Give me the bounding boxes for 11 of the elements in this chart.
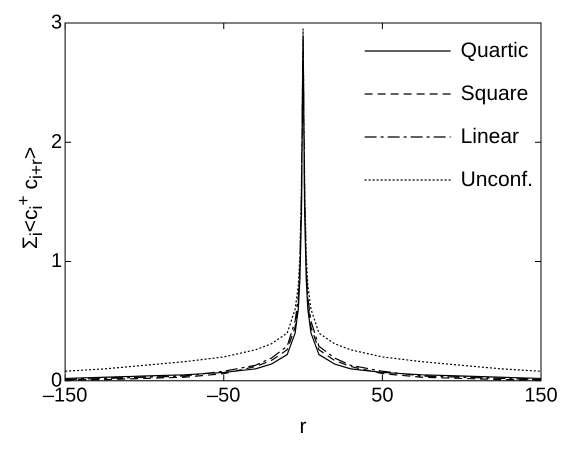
x-axis-title: r (300, 415, 307, 438)
legend-label: Square (460, 82, 528, 105)
y-tick-label: 3 (51, 12, 62, 34)
legend-label: Quartic (460, 38, 528, 62)
y-tick-label: 2 (51, 130, 62, 153)
legend-label: Unconf. (460, 168, 534, 191)
legend-label: Linear (460, 124, 520, 148)
x-tick-label: 150 (524, 384, 558, 406)
x-tick-label: –50 (207, 384, 240, 406)
x-tick-label: 50 (371, 384, 394, 406)
y-tick-label: 1 (51, 250, 62, 272)
